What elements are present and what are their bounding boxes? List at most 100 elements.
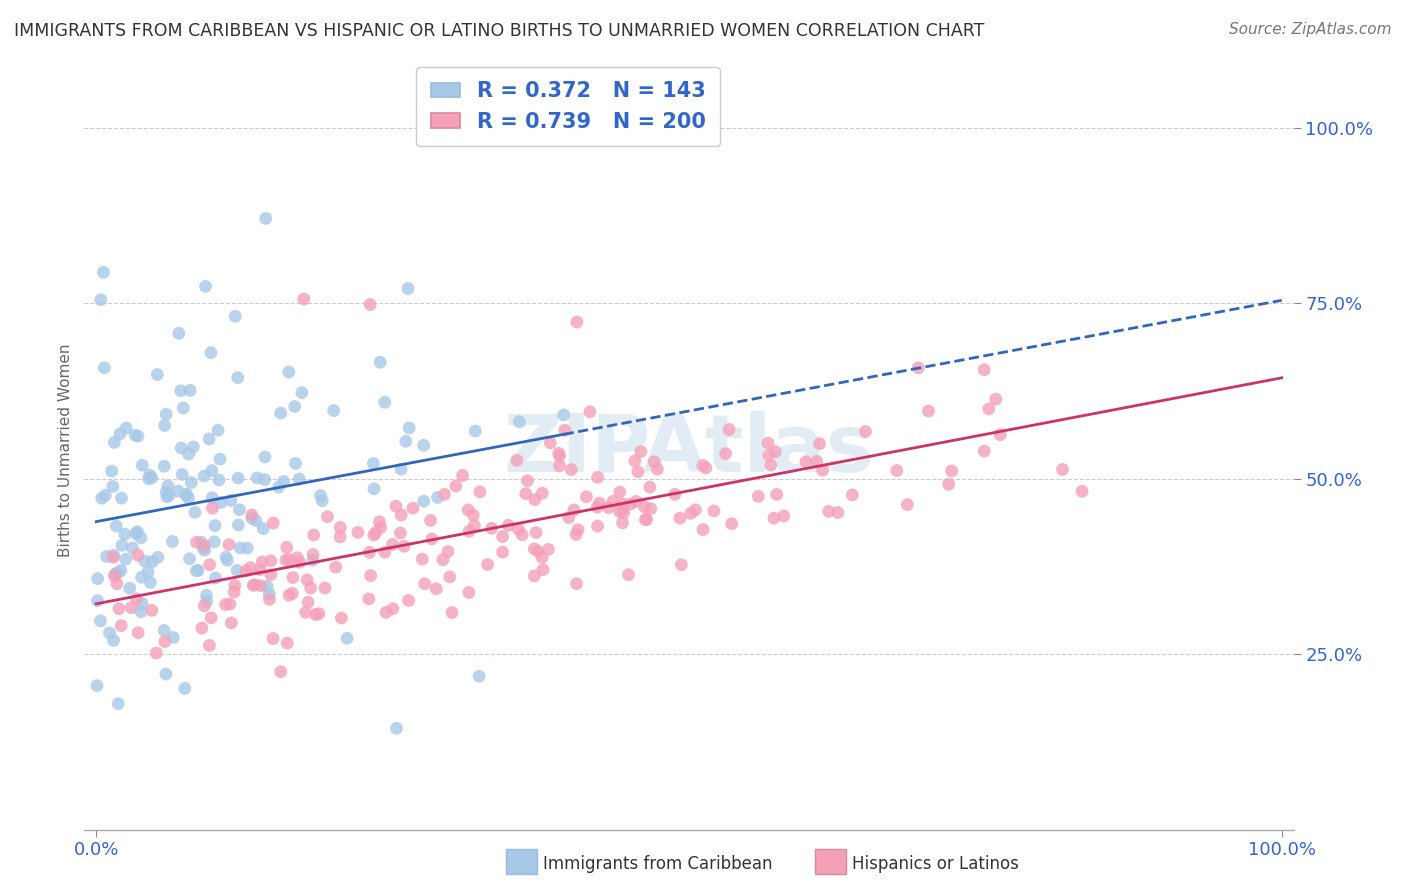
Point [187,563,209,577]
Point [359,297,381,311]
Point [896,498,918,512]
Point [239,560,262,574]
Point [336,632,359,646]
Point [886,464,908,478]
Text: ZIPAtlas: ZIPAtlas [503,411,875,490]
Point [240,508,263,522]
Point [259,592,281,607]
Point [273,475,295,489]
Point [174,488,197,502]
Point [612,516,634,530]
Y-axis label: Births to Unmarried Women: Births to Unmarried Women [58,343,73,558]
Point [714,447,737,461]
Point [396,281,419,295]
Point [101,479,124,493]
Point [385,500,408,514]
Point [93,360,115,375]
Point [224,310,246,324]
Point [277,365,299,379]
Point [806,454,828,468]
Point [308,607,330,621]
Point [612,497,634,511]
Point [385,721,408,735]
Point [281,586,304,600]
Point [172,467,194,482]
Point [89,614,111,628]
Point [692,523,714,537]
Point [93,265,115,279]
Point [103,568,125,582]
Point [110,563,132,577]
Point [508,523,530,537]
Point [177,447,200,461]
Point [246,471,269,485]
Point [191,621,214,635]
Point [208,473,231,487]
Point [127,625,149,640]
Point [155,407,177,421]
Point [136,565,159,579]
Text: IMMIGRANTS FROM CARIBBEAN VS HISPANIC OR LATINO BIRTHS TO UNMARRIED WOMEN CORREL: IMMIGRANTS FROM CARIBBEAN VS HISPANIC OR… [14,22,984,40]
Point [141,603,163,617]
Point [463,518,485,533]
Point [104,566,127,581]
Point [127,524,149,539]
Point [115,421,138,435]
Point [357,591,380,606]
Point [309,489,332,503]
Point [398,421,420,435]
Point [249,563,271,577]
Point [640,501,662,516]
Point [598,500,620,515]
Point [304,607,326,622]
Point [194,543,217,558]
Point [437,544,460,558]
Point [643,455,665,469]
Point [772,508,794,523]
Point [156,479,179,493]
Point [153,459,176,474]
Point [531,563,554,577]
Point [481,521,503,535]
Point [253,473,276,487]
Point [90,293,112,307]
Point [586,519,609,533]
Point [276,636,298,650]
Point [177,491,200,505]
Point [179,384,201,398]
Point [468,484,491,499]
Point [200,345,222,359]
Point [506,453,529,467]
Point [221,615,243,630]
Point [1071,484,1094,499]
Point [630,444,652,458]
Point [155,667,177,681]
Point [291,385,314,400]
Point [759,458,782,472]
Point [508,415,530,429]
Point [209,495,232,509]
Point [402,501,425,516]
Point [624,454,647,468]
Point [692,458,714,473]
Point [395,434,418,449]
Point [141,555,163,569]
Point [218,538,240,552]
Point [420,532,443,546]
Point [389,462,412,476]
Point [198,558,221,572]
Point [228,502,250,516]
Point [284,400,307,414]
Point [167,484,190,499]
Point [111,538,134,552]
Point [747,489,769,503]
Point [224,585,246,599]
Point [1052,462,1074,476]
Point [235,564,257,578]
Point [217,553,239,567]
Point [531,550,554,565]
Point [138,468,160,483]
Point [314,581,336,595]
Point [756,436,779,450]
Point [105,576,128,591]
